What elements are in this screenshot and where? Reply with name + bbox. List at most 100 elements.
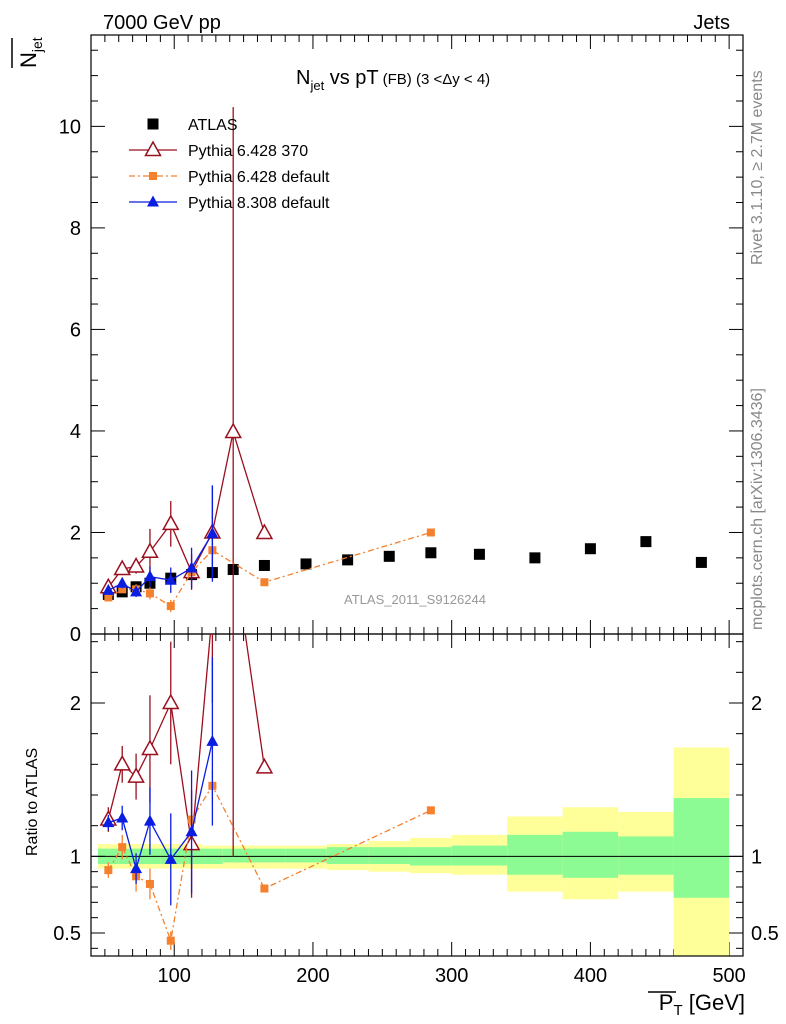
x-tick-label: 500 xyxy=(712,965,745,987)
ratio-frame xyxy=(90,633,744,957)
series-py6_370-ratio-point xyxy=(127,767,145,783)
series-py6_370-point xyxy=(224,422,242,439)
svg-text:PT [GeV]: PT [GeV] xyxy=(659,990,745,1019)
legend-marker xyxy=(144,140,162,157)
x-axis-label: PT [GeV] xyxy=(659,990,745,1019)
ratio-y-tick-label: 2 xyxy=(70,693,81,715)
series-py6_370-ratio-point xyxy=(255,757,274,774)
series-py6_370-ratio-point xyxy=(113,754,131,771)
ratio-y-tick-label: 0.5 xyxy=(53,923,81,945)
legend-entry-py6_370: Pythia 6.428 370 xyxy=(129,140,308,160)
chart-title: Njet vs pT (FB) (3 <Δy < 4) xyxy=(296,67,490,93)
band-inner xyxy=(673,798,730,898)
series-atlas-point xyxy=(342,554,354,566)
main-y-tick-label: 10 xyxy=(59,116,81,138)
main-y-tick-label: 8 xyxy=(70,218,81,240)
legend-entry-atlas: ATLAS xyxy=(147,117,238,134)
series-atlas-point xyxy=(383,550,395,562)
series-atlas-point xyxy=(300,558,312,570)
series-py6_370-point xyxy=(127,556,145,573)
series-py6_370-ratio-point xyxy=(141,739,159,756)
series-py6_def-ratio-point xyxy=(118,843,127,852)
series-py6_370-point xyxy=(161,514,180,531)
mcplots-label: mcplots.cern.ch [arXiv:1306.3436] xyxy=(749,388,766,630)
main-panel: 0 2 4 6 8 10 xyxy=(59,34,744,956)
ratio-band xyxy=(97,747,730,956)
series-py8_def-ratio-point xyxy=(143,814,156,826)
legend-label: Pythia 8.308 default xyxy=(188,195,330,212)
series-py8_def-point xyxy=(116,576,129,588)
series-py8_def-ratio-point xyxy=(206,734,219,746)
legend-label: Pythia 6.428 370 xyxy=(188,143,308,160)
x-tick-label: 100 xyxy=(158,965,191,987)
ratio-y-tick-label-right: 0.5 xyxy=(751,923,779,945)
series-py6_def-ratio-point xyxy=(260,884,269,893)
series-py8_def-ratio-point xyxy=(116,811,129,823)
series-py6_370-point xyxy=(255,523,274,540)
series-py6_370-line xyxy=(107,431,266,588)
series-atlas-point xyxy=(584,543,596,555)
series-atlas-point xyxy=(640,536,652,548)
legend-marker xyxy=(147,195,159,207)
series-atlas-point xyxy=(473,548,485,560)
y-axis-label-ratio: Ratio to ATLAS xyxy=(24,748,41,856)
band-inner xyxy=(562,831,619,878)
series-atlas-point xyxy=(425,547,437,559)
series-py6_370-point xyxy=(113,559,131,576)
series-py8_def-ratio xyxy=(102,657,219,906)
series-py6_def-point xyxy=(145,589,154,598)
series-atlas-point xyxy=(529,552,541,564)
band-inner xyxy=(243,848,286,863)
main-y-tick-label: 6 xyxy=(70,319,81,341)
series-py6_def-point xyxy=(166,602,175,611)
series-py8_def-main xyxy=(102,485,219,597)
main-series xyxy=(99,107,707,634)
series-py6_370-ratio-point xyxy=(205,603,220,617)
series-py6_def-point xyxy=(426,528,435,537)
legend-entry-py6_def: Pythia 6.428 default xyxy=(129,169,330,186)
legend-label: Pythia 6.428 default xyxy=(188,169,330,186)
series-py6_def-ratio-point xyxy=(104,866,113,875)
series-py8_def-point xyxy=(143,570,156,582)
analysis-watermark: ATLAS_2011_S9126244 xyxy=(344,592,486,607)
ratio-series xyxy=(99,603,435,950)
band-inner xyxy=(285,848,327,863)
band-inner xyxy=(326,847,369,864)
series-py8_def-ratio-point xyxy=(102,816,115,828)
band-inner xyxy=(451,845,508,866)
series-py8_def-ratio-point xyxy=(130,862,143,874)
series-py6_def-ratio-point xyxy=(145,879,154,888)
series-py6_def-ratio-point xyxy=(166,936,175,945)
series-py8_def-point xyxy=(130,585,143,597)
collision-label: 7000 GeV pp xyxy=(103,12,221,34)
x-tick-label: 400 xyxy=(574,965,607,987)
series-py8_def-point xyxy=(164,573,177,585)
ratio-y-tick-label: 1 xyxy=(70,846,81,868)
legend: ATLAS Pythia 6.428 370 Pythia 6.428 defaul… xyxy=(129,117,330,212)
series-py8_def-ratio-point xyxy=(164,852,177,864)
legend-entry-py8_def: Pythia 8.308 default xyxy=(129,195,330,212)
series-py8_def-point xyxy=(102,583,115,595)
series-py6_370-point xyxy=(141,542,159,559)
series-py8_def-point xyxy=(206,526,219,538)
ratio-panel: 100 200 300 400 500 0.5 0.5 1 1 2 2 xyxy=(53,603,779,987)
band-inner xyxy=(507,834,563,875)
main-y-tick-label: 2 xyxy=(70,522,81,544)
series-py6_def-point xyxy=(260,578,269,587)
main-y-tick-label: 4 xyxy=(70,421,81,443)
legend-marker xyxy=(149,172,157,180)
series-atlas-point xyxy=(695,556,707,568)
main-y-tick-label: 0 xyxy=(70,624,81,646)
series-py8_def-ratio-point xyxy=(185,825,198,837)
rivet-label: Rivet 3.1.10, ≥ 2.7M events xyxy=(749,70,766,265)
y-axis-label-main: Njet xyxy=(16,37,45,68)
x-tick-label: 300 xyxy=(435,965,468,987)
series-py6_370-ratio-point xyxy=(161,693,180,710)
series-py6_def-ratio-point xyxy=(426,806,435,815)
ratio-y-tick-label-right: 2 xyxy=(751,693,762,715)
process-label: Jets xyxy=(693,12,730,34)
legend-marker xyxy=(147,118,159,130)
legend-label: ATLAS xyxy=(188,117,238,134)
series-py6_def-point xyxy=(104,593,113,602)
